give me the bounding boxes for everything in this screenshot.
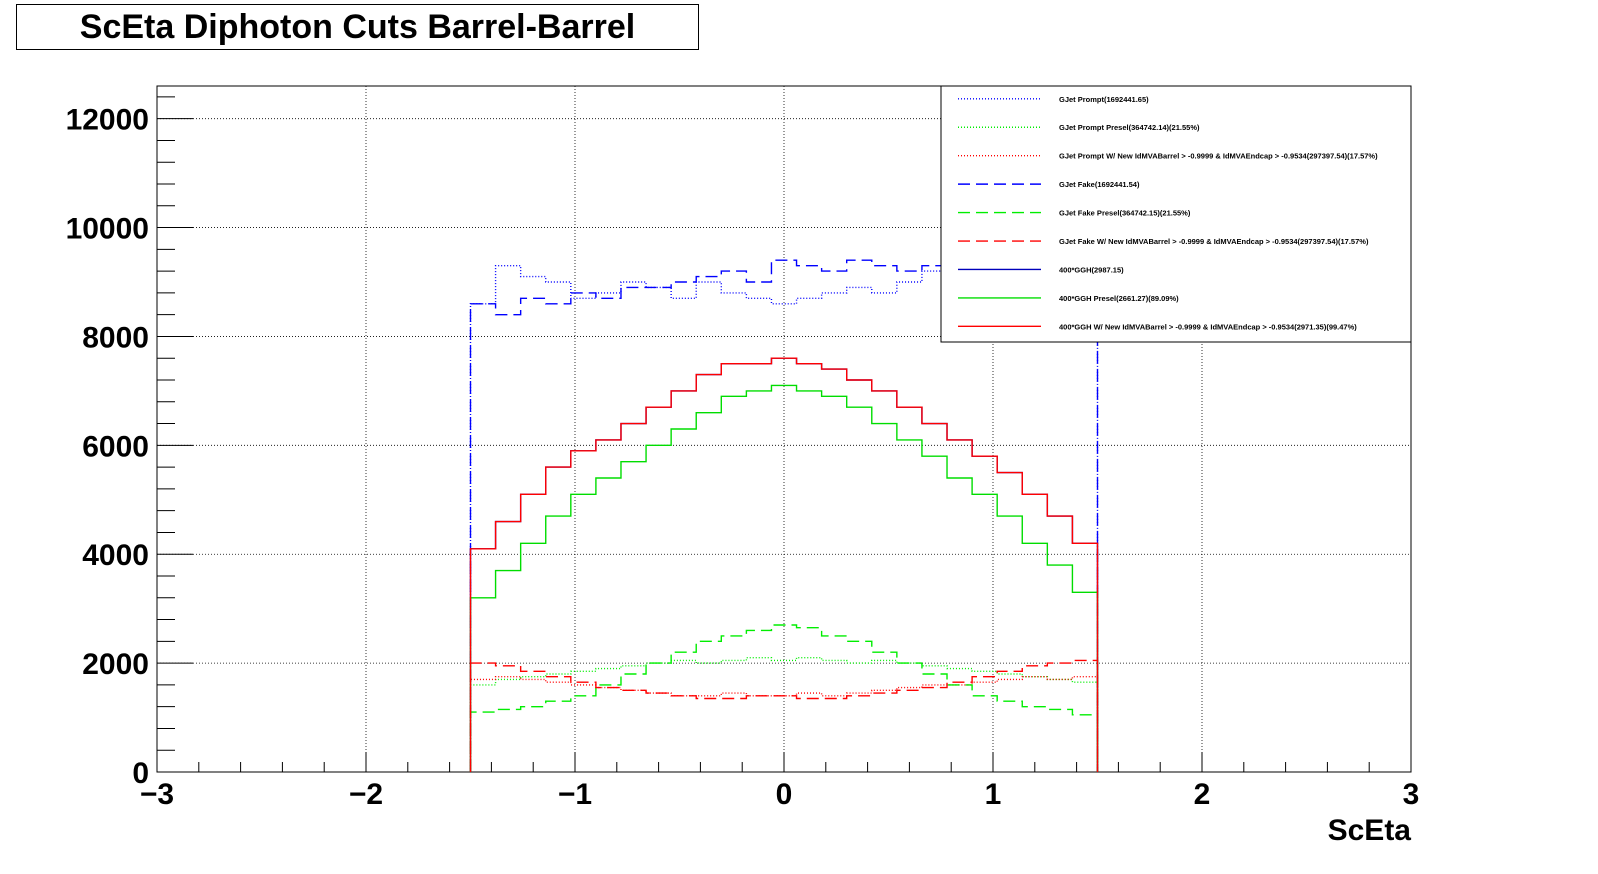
x-tick-label: −2 xyxy=(349,778,383,811)
y-tick-label: 10000 xyxy=(66,213,149,246)
legend-entry-6: GJet Fake W/ New IdMVABarrel > -0.9999 &… xyxy=(1059,237,1369,246)
x-axis-label: ScEta xyxy=(1328,814,1412,847)
x-tick-label: −3 xyxy=(140,778,174,811)
series-line-8 xyxy=(469,384,1099,772)
grid xyxy=(157,86,1411,772)
x-tick-label: 3 xyxy=(1403,778,1420,811)
x-tick-label: −1 xyxy=(558,778,592,811)
title-box: ScEta Diphoton Cuts Barrel-Barrel xyxy=(16,4,699,50)
series-line-6 xyxy=(469,659,1099,772)
legend-entry-9: 400*GGH W/ New IdMVABarrel > -0.9999 & I… xyxy=(1059,322,1357,331)
x-tick-label: 2 xyxy=(1194,778,1211,811)
legend-entry-8: 400*GGH Presel(2661.27)(89.09%) xyxy=(1059,294,1179,303)
x-tick-label: 0 xyxy=(776,778,793,811)
legend-entry-4: GJet Fake(1692441.54) xyxy=(1059,180,1140,189)
legend-entry-3: GJet Prompt W/ New IdMVABarrel > -0.9999… xyxy=(1059,152,1378,161)
legend-box xyxy=(940,85,1412,343)
series-line-3 xyxy=(469,676,1099,772)
legend-entry-7: 400*GGH(2987.15) xyxy=(1059,265,1124,274)
x-tick-label: 1 xyxy=(985,778,1002,811)
series-line-9 xyxy=(469,357,1099,772)
legend-entry-5: GJet Fake Presel(364742.15)(21.55%) xyxy=(1059,209,1191,218)
series-line-7 xyxy=(469,357,1099,772)
axes: −3 −2 −1 0 1 2 3 0 2000 4000 6000 8000 10000 12000 xyxy=(66,96,1420,811)
series-group xyxy=(469,259,1099,772)
series-line-5 xyxy=(469,624,1099,772)
y-tick-label: 8000 xyxy=(82,321,149,354)
legend-entry-2: GJet Prompt Presel(364742.14)(21.55%) xyxy=(1059,123,1200,132)
chart-title: ScEta Diphoton Cuts Barrel-Barrel xyxy=(79,7,636,46)
legend-entry-1: GJet Prompt(1692441.65) xyxy=(1059,95,1149,104)
y-tick-label: 6000 xyxy=(82,430,149,463)
y-tick-label: 12000 xyxy=(66,104,149,137)
y-tick-label: 2000 xyxy=(82,648,149,681)
y-tick-label: 0 xyxy=(132,757,149,790)
y-tick-label: 4000 xyxy=(82,539,149,572)
legend: GJet Prompt(1692441.65) GJet Prompt Prese… xyxy=(940,85,1412,343)
